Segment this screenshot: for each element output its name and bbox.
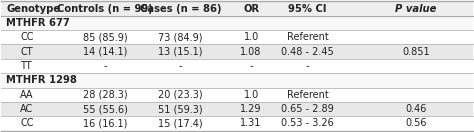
Text: 73 (84.9): 73 (84.9) <box>158 32 203 42</box>
Text: TT: TT <box>20 61 32 71</box>
Text: CT: CT <box>20 47 33 57</box>
Text: CC: CC <box>20 118 34 128</box>
Text: 20 (23.3): 20 (23.3) <box>158 90 203 100</box>
Text: Controls (n = 99): Controls (n = 99) <box>57 4 153 14</box>
Text: AA: AA <box>20 90 34 100</box>
Text: P value: P value <box>395 4 437 14</box>
Text: 14 (14.1): 14 (14.1) <box>83 47 127 57</box>
Text: -: - <box>306 61 310 71</box>
Text: 0.53 - 3.26: 0.53 - 3.26 <box>281 118 334 128</box>
Text: 0.851: 0.851 <box>402 47 430 57</box>
Text: OR: OR <box>243 4 259 14</box>
Text: 1.08: 1.08 <box>240 47 262 57</box>
Text: 85 (85.9): 85 (85.9) <box>83 32 128 42</box>
Text: -: - <box>249 61 253 71</box>
Text: 1.0: 1.0 <box>244 32 259 42</box>
Text: AC: AC <box>20 104 34 114</box>
FancyBboxPatch shape <box>1 1 473 16</box>
Text: MTHFR 677: MTHFR 677 <box>6 18 70 28</box>
Text: 1.31: 1.31 <box>240 118 262 128</box>
Text: Genotype: Genotype <box>6 4 60 14</box>
FancyBboxPatch shape <box>1 73 473 88</box>
FancyBboxPatch shape <box>1 16 473 30</box>
Text: 0.48 - 2.45: 0.48 - 2.45 <box>281 47 334 57</box>
Text: MTHFR 1298: MTHFR 1298 <box>6 75 77 85</box>
Text: 55 (55.6): 55 (55.6) <box>82 104 128 114</box>
Text: Referent: Referent <box>287 90 328 100</box>
Text: 51 (59.3): 51 (59.3) <box>158 104 203 114</box>
FancyBboxPatch shape <box>1 44 473 59</box>
Text: Cases (n = 86): Cases (n = 86) <box>140 4 221 14</box>
Text: 16 (16.1): 16 (16.1) <box>83 118 127 128</box>
Text: 13 (15.1): 13 (15.1) <box>158 47 203 57</box>
Text: -: - <box>103 61 107 71</box>
Text: 0.46: 0.46 <box>405 104 427 114</box>
Text: -: - <box>179 61 182 71</box>
Text: 1.0: 1.0 <box>244 90 259 100</box>
Text: 95% CI: 95% CI <box>289 4 327 14</box>
FancyBboxPatch shape <box>1 102 473 116</box>
Text: 28 (28.3): 28 (28.3) <box>83 90 128 100</box>
Text: Referent: Referent <box>287 32 328 42</box>
Text: CC: CC <box>20 32 34 42</box>
Text: 15 (17.4): 15 (17.4) <box>158 118 203 128</box>
Text: 0.65 - 2.89: 0.65 - 2.89 <box>281 104 334 114</box>
Text: 0.56: 0.56 <box>405 118 427 128</box>
Text: 1.29: 1.29 <box>240 104 262 114</box>
